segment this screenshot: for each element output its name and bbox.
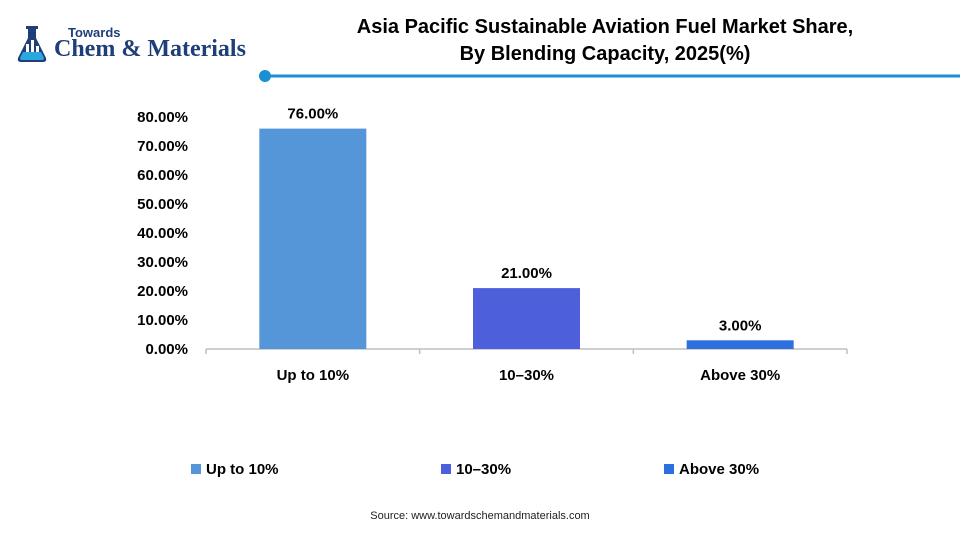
legend-swatch [441, 464, 451, 474]
bar-2 [473, 288, 580, 349]
bar-3 [686, 340, 794, 349]
legend-swatch [191, 464, 201, 474]
y-tick-label: 40.00% [137, 225, 188, 242]
x-tick-label: Up to 10% [277, 367, 350, 384]
legend-label: Above 30% [679, 461, 759, 478]
x-tick-label: 10–30% [499, 367, 554, 384]
legend-label: Up to 10% [206, 461, 279, 478]
brand-name: Chem & Materials [54, 36, 246, 62]
data-label: 3.00% [719, 317, 762, 334]
x-tick-label: Above 30% [700, 367, 780, 384]
chart-title-line2: By Blending Capacity, 2025(%) [459, 43, 751, 65]
title-divider [259, 70, 960, 82]
y-tick-label: 20.00% [137, 283, 188, 300]
legend-label: 10–30% [456, 461, 511, 478]
brand-small-text: Towards [68, 25, 121, 40]
source-note: Source: www.towardschemandmaterials.com [370, 510, 590, 522]
chart-title: Asia Pacific Sustainable Aviation Fuel M… [300, 14, 910, 68]
y-tick-label: 10.00% [137, 312, 188, 329]
data-label: 76.00% [287, 106, 338, 123]
flask-icon [17, 26, 47, 62]
y-tick-label: 30.00% [137, 254, 188, 271]
chart-title-line1: Asia Pacific Sustainable Aviation Fuel M… [356, 16, 854, 38]
legend-swatch [664, 464, 674, 474]
data-label: 21.00% [501, 265, 552, 282]
bar-1 [259, 128, 367, 349]
y-tick-label: 80.00% [137, 109, 188, 126]
y-tick-label: 50.00% [137, 196, 188, 213]
y-tick-label: 0.00% [145, 341, 188, 358]
brand-logo: Towards Chem & Materials [14, 20, 254, 68]
y-tick-label: 60.00% [137, 167, 188, 184]
y-tick-label: 70.00% [137, 138, 188, 155]
